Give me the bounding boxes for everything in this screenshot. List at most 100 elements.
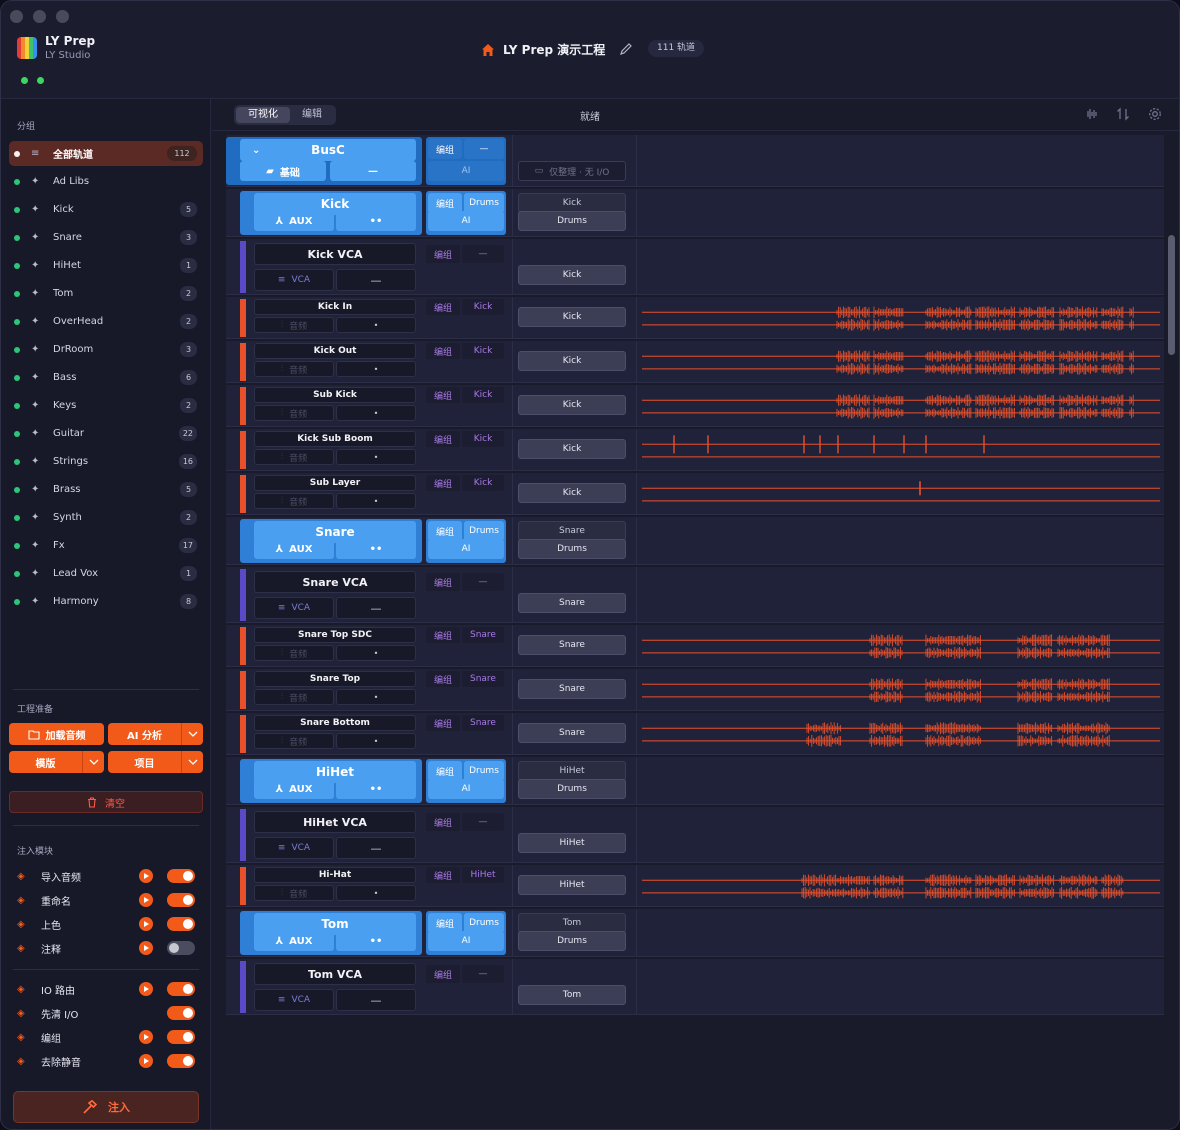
module-toggle[interactable] bbox=[167, 1054, 195, 1068]
track-row[interactable]: Kick VCA ≡ VCA — 编组 — Kick bbox=[226, 239, 1164, 295]
track-status-button[interactable]: • bbox=[336, 405, 416, 421]
track-type-button[interactable]: ⅄ AUX bbox=[254, 931, 334, 951]
chevron-down-icon[interactable] bbox=[181, 723, 203, 745]
edit-group-cell[interactable]: 编组 bbox=[426, 343, 460, 359]
route-box[interactable]: Kick bbox=[518, 351, 626, 371]
track-type-button[interactable]: ≡ VCA bbox=[254, 597, 334, 619]
sort-icon[interactable] bbox=[1116, 107, 1130, 124]
edit-group-cell[interactable]: 编组 bbox=[428, 193, 462, 213]
track-name[interactable]: HiHet VCA bbox=[254, 811, 416, 833]
track-name[interactable]: ⌄ BusC bbox=[240, 139, 416, 161]
group-item[interactable]: ✦ Brass 5 bbox=[9, 477, 203, 502]
route-box[interactable]: HiHet bbox=[518, 875, 626, 895]
track-name[interactable]: Tom VCA bbox=[254, 963, 416, 985]
edit-group-cell[interactable]: 编组 bbox=[426, 715, 460, 731]
track-row[interactable]: Tom ⅄ AUX •• 编组 Drums AI Tom Drums bbox=[226, 909, 1164, 957]
waveform[interactable] bbox=[642, 671, 1160, 709]
edit-group-cell[interactable]: 编组 bbox=[426, 867, 460, 883]
waveform[interactable] bbox=[642, 715, 1160, 753]
group-item[interactable]: ✦ Keys 2 bbox=[9, 393, 203, 418]
track-row[interactable]: Hi-Hat ⫶ 音频 • 编组 HiHet HiHet bbox=[226, 865, 1164, 907]
module-toggle[interactable] bbox=[167, 1006, 195, 1020]
track-status-button[interactable]: • bbox=[336, 317, 416, 333]
group-name-cell[interactable]: Kick bbox=[462, 387, 504, 403]
run-module-button[interactable] bbox=[139, 869, 153, 883]
track-name[interactable]: Snare Top bbox=[254, 671, 416, 687]
edit-group-cell[interactable]: 编组 bbox=[426, 627, 460, 643]
track-status-button[interactable]: — bbox=[336, 597, 416, 619]
track-type-button[interactable]: ⫶ 音频 bbox=[254, 733, 334, 749]
group-item[interactable]: ✦ Synth 2 bbox=[9, 505, 203, 530]
track-name[interactable]: Sub Kick bbox=[254, 387, 416, 403]
track-type-button[interactable]: ▰ 基础 bbox=[240, 161, 326, 181]
track-name[interactable]: Tom bbox=[254, 913, 416, 935]
edit-group-cell[interactable]: 编组 bbox=[426, 475, 460, 491]
track-row[interactable]: HiHet ⅄ AUX •• 编组 Drums AI HiHet Drums bbox=[226, 757, 1164, 805]
edit-group-cell[interactable]: 编组 bbox=[428, 913, 462, 933]
group-name-cell[interactable]: Kick bbox=[462, 431, 504, 447]
minimize-window-button[interactable] bbox=[33, 10, 46, 23]
track-row[interactable]: Snare Top ⫶ 音频 • 编组 Snare Snare bbox=[226, 669, 1164, 711]
route-box[interactable]: Kick bbox=[518, 193, 626, 213]
edit-group-cell[interactable]: 编组 bbox=[426, 573, 460, 591]
group-item[interactable]: ✦ Lead Vox 1 bbox=[9, 561, 203, 586]
chevron-down-icon[interactable]: ⌄ bbox=[252, 144, 261, 156]
edit-group-cell[interactable]: 编组 bbox=[426, 387, 460, 403]
run-module-button[interactable] bbox=[139, 941, 153, 955]
ai-cell[interactable]: AI bbox=[428, 779, 504, 799]
group-item[interactable]: ✦ OverHead 2 bbox=[9, 309, 203, 334]
route-box[interactable]: Drums bbox=[518, 539, 626, 559]
module-toggle[interactable] bbox=[167, 941, 195, 955]
group-name-cell[interactable]: Drums bbox=[464, 913, 504, 933]
group-item[interactable]: ✦ Fx 17 bbox=[9, 533, 203, 558]
track-type-button[interactable]: ⫶ 音频 bbox=[254, 317, 334, 333]
track-status-button[interactable]: • bbox=[336, 645, 416, 661]
track-type-button[interactable]: ⫶ 音频 bbox=[254, 449, 334, 465]
route-box[interactable]: Kick bbox=[518, 307, 626, 327]
group-name-cell[interactable]: Drums bbox=[464, 521, 504, 541]
route-box[interactable]: Snare bbox=[518, 635, 626, 655]
run-module-button[interactable] bbox=[139, 982, 153, 996]
group-name-cell[interactable]: Kick bbox=[462, 475, 504, 491]
module-toggle[interactable] bbox=[167, 982, 195, 996]
track-type-button[interactable]: ⅄ AUX bbox=[254, 211, 334, 231]
track-name[interactable]: Snare Bottom bbox=[254, 715, 416, 731]
home-icon[interactable] bbox=[481, 43, 495, 57]
track-type-button[interactable]: ⫶ 音频 bbox=[254, 689, 334, 705]
tab-visual[interactable]: 可视化 bbox=[236, 107, 290, 123]
close-window-button[interactable] bbox=[10, 10, 23, 23]
run-module-button[interactable] bbox=[139, 1054, 153, 1068]
track-row[interactable]: Kick In ⫶ 音频 • 编组 Kick Kick bbox=[226, 297, 1164, 339]
route-box[interactable]: Tom bbox=[518, 985, 626, 1005]
group-name-cell[interactable]: HiHet bbox=[462, 867, 504, 883]
edit-group-cell[interactable]: 编组 bbox=[426, 245, 460, 263]
track-type-button[interactable]: ⫶ 音频 bbox=[254, 493, 334, 509]
track-name[interactable]: Snare bbox=[254, 521, 416, 543]
track-name[interactable]: Snare Top SDC bbox=[254, 627, 416, 643]
track-type-button[interactable]: ⫶ 音频 bbox=[254, 405, 334, 421]
track-status-button[interactable]: — bbox=[336, 989, 416, 1011]
group-name-cell[interactable]: Snare bbox=[462, 671, 504, 687]
group-name-cell[interactable]: Drums bbox=[464, 193, 504, 213]
track-name[interactable]: Kick Sub Boom bbox=[254, 431, 416, 447]
module-toggle[interactable] bbox=[167, 869, 195, 883]
edit-group-cell[interactable]: 编组 bbox=[426, 431, 460, 447]
zoom-window-button[interactable] bbox=[56, 10, 69, 23]
track-type-button[interactable]: ⅄ AUX bbox=[254, 779, 334, 799]
run-module-button[interactable] bbox=[139, 917, 153, 931]
group-item[interactable]: ✦ Snare 3 bbox=[9, 225, 203, 250]
group-name-cell[interactable]: Kick bbox=[462, 299, 504, 315]
track-row[interactable]: Snare Bottom ⫶ 音频 • 编组 Snare Snare bbox=[226, 713, 1164, 755]
route-box[interactable]: Drums bbox=[518, 211, 626, 231]
group-item[interactable]: ✦ Harmony 8 bbox=[9, 589, 203, 614]
load-audio-button[interactable]: 加载音频 bbox=[9, 723, 104, 745]
run-module-button[interactable] bbox=[139, 893, 153, 907]
track-row[interactable]: Snare ⅄ AUX •• 编组 Drums AI Snare Drums bbox=[226, 517, 1164, 565]
track-row[interactable]: Sub Layer ⫶ 音频 • 编组 Kick Kick bbox=[226, 473, 1164, 515]
waveform[interactable] bbox=[642, 475, 1160, 513]
route-box[interactable]: HiHet bbox=[518, 833, 626, 853]
track-type-button[interactable]: ⫶ 音频 bbox=[254, 361, 334, 377]
route-box[interactable]: Snare bbox=[518, 521, 626, 541]
track-name[interactable]: Hi-Hat bbox=[254, 867, 416, 883]
route-box[interactable]: Kick bbox=[518, 439, 626, 459]
